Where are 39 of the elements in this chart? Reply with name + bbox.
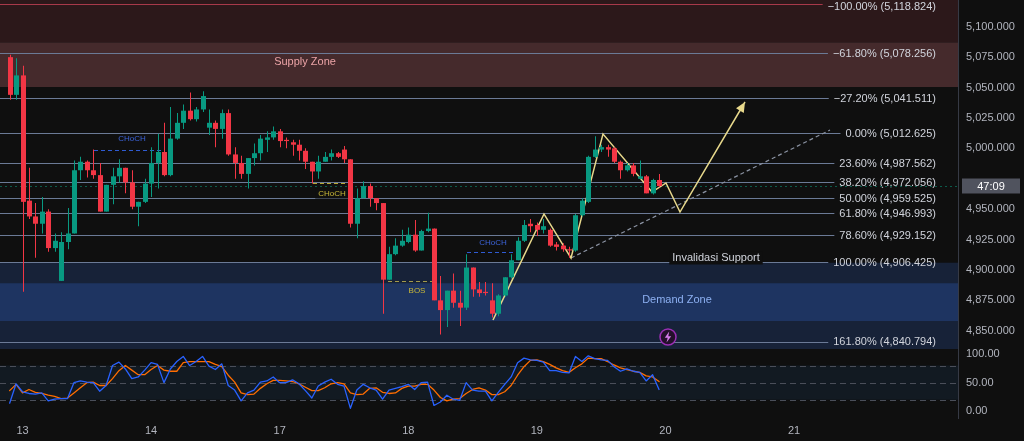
ref-line-label: −100.00% (5,118.824) (827, 0, 937, 13)
ref-line-label: 61.80% (4,946.993) (839, 206, 937, 219)
ref-line-label: −61.80% (5,078.256) (832, 46, 937, 59)
y-tick-label: 4,875.000 (966, 293, 1015, 306)
annotation: CHoCH (118, 134, 146, 144)
x-tick-label: 21 (787, 423, 801, 436)
x-tick-label: 13 (16, 423, 29, 436)
ref-line-label: 161.80% (4,840.794) (833, 335, 937, 348)
ref-line-label: 78.60% (4,929.152) (839, 228, 937, 241)
annotation: BOS (408, 286, 426, 296)
y-tick-label: 5,050.000 (966, 80, 1015, 93)
y-tick-label: 5,100.000 (966, 19, 1015, 32)
text: 47:09 (977, 179, 1005, 192)
y-tick-label: 50.00 (966, 375, 994, 388)
x-tick-label: 19 (530, 423, 543, 436)
annotation: CHoCH (479, 238, 507, 248)
annotation: CHoCH (318, 188, 346, 198)
ref-line-label: −27.20% (5,041.511) (833, 91, 936, 104)
annotation: Supply Zone (274, 55, 336, 68)
ref-line-label: 100.00% (4,906.425) (833, 255, 937, 268)
y-tick-label: 4,900.000 (966, 262, 1015, 275)
x-tick-label: 20 (659, 423, 672, 436)
annotation: Demand Zone (642, 293, 712, 306)
x-tick-label: 18 (402, 423, 415, 436)
y-tick-label: 4,850.000 (966, 323, 1015, 336)
annotation: Invalidasi Support (672, 251, 760, 264)
ref-line-label: 23.60% (4,987.562) (839, 156, 937, 169)
y-tick-label: 5,075.000 (966, 50, 1015, 63)
y-tick-label: 5,025.000 (966, 110, 1015, 123)
y-tick-label: 100.00 (966, 347, 1000, 360)
x-tick-label: 17 (273, 423, 286, 436)
y-tick-label: 5,000.000 (966, 141, 1015, 154)
ref-line-label: 0.00% (5,012.625) (845, 126, 937, 139)
ref-line-label: 50.00% (4,959.525) (839, 191, 937, 204)
y-tick-label: 4,925.000 (966, 232, 1015, 245)
y-tick-label: 0.00 (966, 404, 988, 417)
ref-line-label: 38.20% (4,972.056) (839, 175, 937, 188)
x-tick-label: 14 (144, 423, 158, 436)
y-tick-label: 4,950.000 (966, 202, 1015, 215)
